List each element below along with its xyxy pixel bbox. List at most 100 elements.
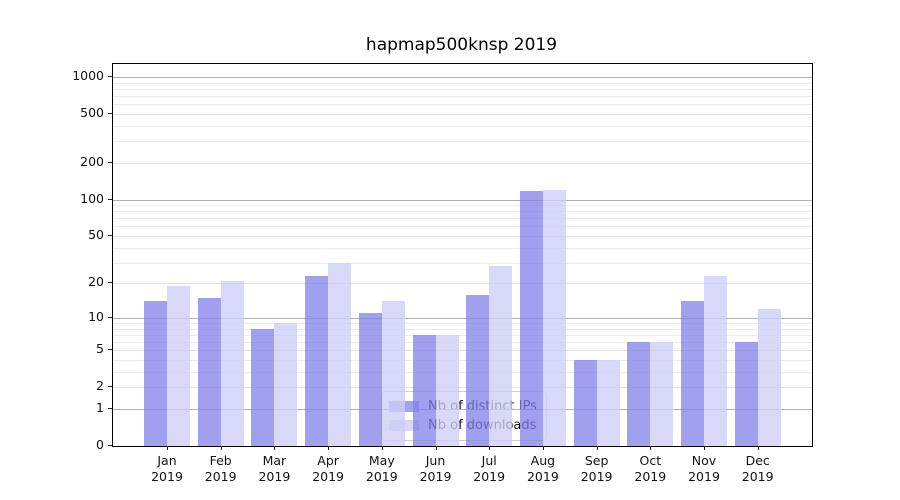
x-tick-mark: [274, 446, 276, 450]
x-tick-year: 2019: [473, 469, 506, 484]
bar-downloads-aug: [542, 189, 566, 446]
x-tick-label: Nov 2019: [659, 453, 749, 485]
x-tick-year: 2019: [526, 469, 559, 484]
x-tick-mark: [650, 446, 652, 450]
bar-downloads-oct: [650, 342, 674, 446]
x-tick-mark: [596, 446, 598, 450]
gridline-minor: [113, 82, 812, 84]
x-tick-month: Aug: [530, 453, 556, 468]
bar-distinct-ips-dec: [734, 342, 758, 446]
y-tick-label: 500: [80, 104, 104, 120]
x-tick-year: 2019: [258, 469, 291, 484]
y-tick-mark: [108, 112, 112, 114]
gridline-major: [113, 317, 812, 319]
y-tick-label: 10: [88, 308, 104, 324]
gridline-minor: [113, 323, 812, 324]
x-tick-year: 2019: [365, 469, 398, 484]
gridline-minor: [113, 125, 812, 127]
x-tick-year: 2019: [580, 469, 613, 484]
gridline-minor: [113, 211, 812, 213]
x-tick-label: Feb 2019: [176, 453, 266, 485]
y-tick-label: 1: [96, 400, 104, 415]
x-tick-mark: [328, 446, 330, 450]
gridline-minor: [113, 371, 812, 373]
gridline-minor: [113, 218, 812, 220]
gridline-minor: [113, 104, 812, 106]
x-tick-month: Apr: [317, 453, 339, 468]
bar-distinct-ips-oct: [627, 342, 651, 446]
gridline-minor: [113, 360, 812, 361]
x-tick-label: Jan 2019: [122, 453, 212, 485]
y-tick-label: 100: [80, 190, 104, 206]
gridline-minor: [113, 96, 812, 97]
x-tick-label: Dec 2019: [713, 453, 803, 485]
x-tick-label: Apr 2019: [283, 453, 373, 485]
gridline-major: [113, 236, 812, 237]
x-tick-month: Jun: [425, 453, 446, 468]
x-tick-year: 2019: [204, 469, 237, 484]
x-tick-month: Nov: [691, 453, 717, 468]
y-tick-mark: [108, 408, 112, 409]
x-tick-month: Sep: [584, 453, 609, 468]
bar-downloads-mar: [274, 323, 298, 446]
bar-distinct-ips-jan: [144, 301, 167, 446]
y-tick-label: 5: [96, 341, 104, 357]
x-tick-label: Aug 2019: [498, 453, 588, 485]
y-tick-mark: [108, 316, 112, 318]
bar-downloads-feb: [220, 280, 244, 446]
bar-downloads-jan: [167, 286, 190, 446]
bar-distinct-ips-sep: [573, 360, 597, 446]
bar-distinct-ips-feb: [197, 297, 221, 446]
bar-downloads-dec: [757, 309, 781, 446]
gridline-major: [113, 409, 812, 410]
x-tick-month: Jan: [157, 453, 177, 468]
gridline-major: [113, 162, 812, 164]
gridline-minor: [113, 226, 812, 228]
x-tick-year: 2019: [634, 469, 667, 484]
bar-downloads-may: [381, 301, 405, 446]
gridline-minor: [113, 205, 812, 206]
x-tick-label: Jun 2019: [391, 453, 481, 485]
bar-downloads-apr: [328, 262, 352, 446]
x-tick-month: Dec: [745, 453, 770, 468]
x-tick-mark: [542, 446, 544, 450]
gridline-minor: [113, 88, 812, 90]
y-tick-label: 0: [96, 437, 104, 452]
gridline-major: [113, 199, 812, 201]
y-tick-label: 20: [88, 274, 104, 290]
bar-distinct-ips-jun: [412, 334, 436, 446]
x-tick-mark: [220, 446, 222, 450]
gridline-minor: [113, 334, 812, 336]
bar-distinct-ips-aug: [519, 191, 543, 446]
x-tick-mark: [757, 446, 759, 450]
gridline-minor: [113, 328, 812, 330]
bar-distinct-ips-apr: [305, 276, 329, 446]
x-tick-month: Feb: [209, 453, 232, 468]
y-tick-mark: [108, 235, 112, 236]
bar-downloads-sep: [596, 360, 620, 446]
x-tick-month: May: [368, 453, 395, 468]
x-tick-label: Sep 2019: [552, 453, 642, 485]
bar-downloads-nov: [704, 276, 727, 446]
x-tick-year: 2019: [741, 469, 774, 484]
bar-distinct-ips-jul: [466, 294, 490, 446]
x-tick-year: 2019: [151, 469, 183, 484]
x-tick-month: Mar: [262, 453, 287, 468]
gridline-minor: [113, 247, 812, 249]
x-tick-label: Jul 2019: [444, 453, 534, 485]
x-tick-label: Mar 2019: [229, 453, 319, 485]
gridline-major: [113, 387, 812, 389]
legend-entry: Nb of distinct IPs: [389, 397, 539, 416]
x-tick-label: Oct 2019: [605, 453, 695, 485]
y-tick-mark: [108, 445, 112, 446]
x-tick-mark: [704, 446, 705, 450]
gridline-major: [113, 283, 812, 285]
y-tick-label: 50: [88, 227, 104, 242]
y-tick-mark: [108, 161, 112, 163]
bar-distinct-ips-mar: [251, 328, 275, 446]
x-tick-mark: [435, 446, 437, 450]
legend-entry: Nb of downloads: [389, 416, 539, 435]
x-tick-mark: [381, 446, 383, 450]
y-tick-label: 2: [96, 378, 104, 394]
chart-title: hapmap500knsp 2019: [365, 35, 558, 55]
